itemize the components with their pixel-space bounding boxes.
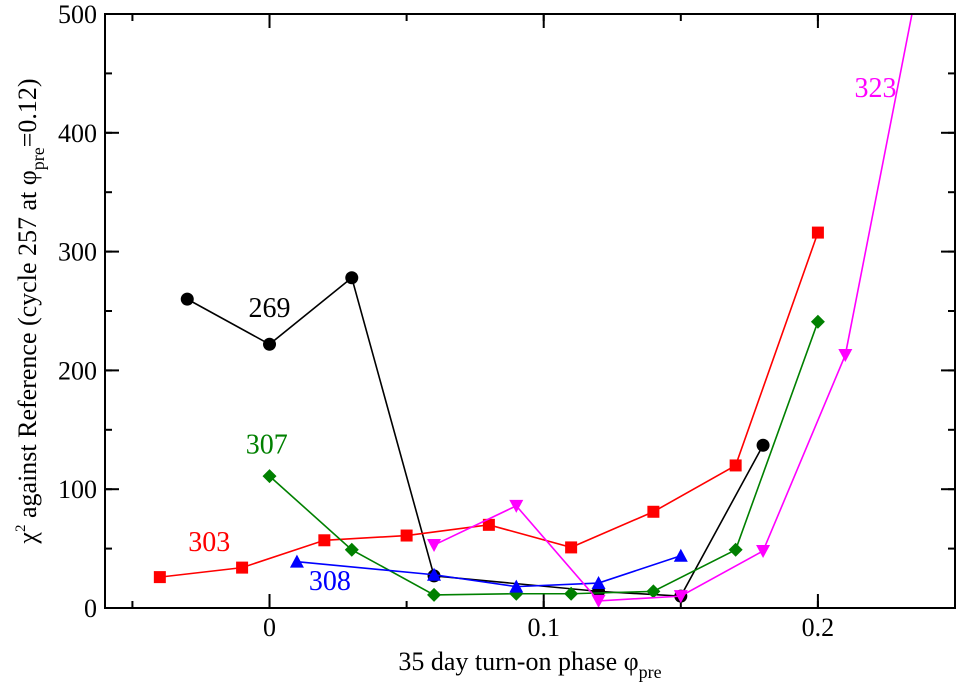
series-308-label: 308 bbox=[309, 566, 351, 597]
series-269-point bbox=[180, 292, 194, 306]
series-323-point bbox=[427, 539, 442, 553]
series-323-point bbox=[673, 590, 688, 604]
series-308-point bbox=[673, 548, 688, 562]
series-303-point bbox=[318, 534, 331, 547]
x-axis-label: 35 day turn-on phase φpre bbox=[398, 647, 661, 682]
series-labels: 269 303 307 308 323 bbox=[188, 73, 896, 597]
series-303-point bbox=[153, 571, 166, 584]
series-307-point bbox=[810, 314, 825, 329]
series-323-label: 323 bbox=[854, 73, 896, 104]
series-308-point bbox=[427, 567, 442, 581]
tick-labels: 0 0.1 0.2 0 100 200 300 400 500 bbox=[58, 0, 834, 642]
series-303-point bbox=[482, 518, 495, 531]
series-307-point bbox=[427, 587, 442, 602]
series-307-point bbox=[728, 542, 743, 557]
series-303-point bbox=[400, 529, 413, 542]
y-tick-label: 200 bbox=[58, 356, 97, 385]
series-308-point bbox=[591, 576, 606, 590]
series-303-point bbox=[729, 459, 742, 472]
series-layer bbox=[153, 14, 913, 608]
series-307-label: 307 bbox=[246, 430, 288, 461]
series-323-line bbox=[433, 14, 913, 602]
series-269-label: 269 bbox=[249, 293, 291, 324]
series-303-label: 303 bbox=[188, 527, 230, 558]
series-303-point bbox=[236, 561, 249, 574]
axis-ticks bbox=[105, 13, 956, 609]
y-tick-label: 100 bbox=[58, 475, 97, 504]
y-tick-label: 400 bbox=[58, 119, 97, 148]
series-308 bbox=[289, 548, 688, 593]
series-307-point bbox=[344, 542, 359, 557]
series-308-point bbox=[509, 579, 524, 593]
series-307-point bbox=[262, 469, 277, 484]
series-308-line bbox=[296, 554, 682, 588]
series-307-point bbox=[564, 586, 579, 601]
series-303-point bbox=[647, 505, 660, 518]
series-269-point bbox=[345, 271, 359, 285]
x-tick-label: 0.2 bbox=[802, 613, 835, 642]
y-axis-label: χ2 against Reference (cycle 257 at φpre=… bbox=[13, 78, 48, 544]
series-303-point bbox=[811, 226, 824, 239]
x-tick-label: 0.1 bbox=[527, 613, 560, 642]
series-307 bbox=[262, 314, 825, 602]
series-323 bbox=[427, 14, 913, 608]
series-323-point bbox=[509, 499, 524, 513]
series-269-point bbox=[756, 438, 770, 452]
series-307-line bbox=[268, 321, 819, 596]
series-307-point bbox=[646, 584, 661, 599]
series-323-point bbox=[838, 348, 853, 362]
series-323-point bbox=[756, 544, 771, 558]
y-tick-label: 300 bbox=[58, 238, 97, 267]
x-tick-label: 0 bbox=[263, 613, 276, 642]
y-tick-label: 500 bbox=[58, 0, 97, 29]
series-303-point bbox=[565, 541, 578, 554]
series-269-point bbox=[263, 337, 277, 351]
series-323-point bbox=[591, 594, 606, 608]
series-308-point bbox=[289, 554, 304, 568]
series-303 bbox=[153, 226, 824, 584]
plot-frame bbox=[104, 13, 956, 609]
y-tick-label: 0 bbox=[84, 594, 97, 623]
